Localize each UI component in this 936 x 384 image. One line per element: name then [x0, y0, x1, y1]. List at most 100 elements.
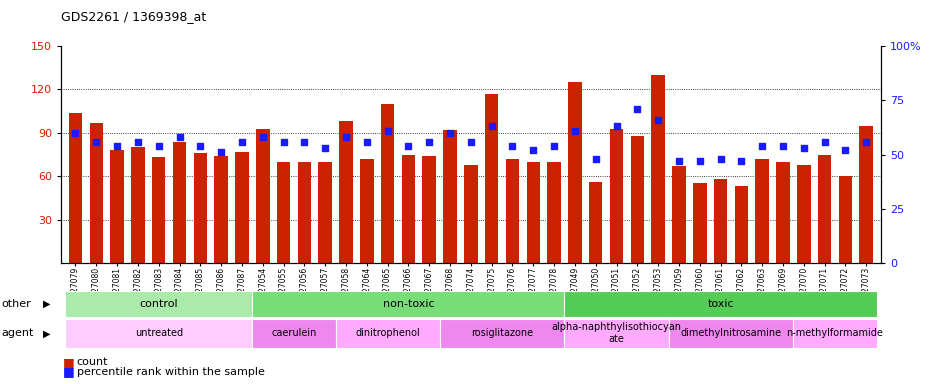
Bar: [68, 113, 82, 263]
Bar: [484, 94, 498, 263]
Bar: [172, 142, 186, 263]
Bar: [194, 153, 207, 263]
Point: [629, 106, 644, 112]
Text: non-toxic: non-toxic: [382, 299, 433, 309]
Bar: [858, 126, 872, 263]
Bar: [526, 162, 539, 263]
Bar: [131, 147, 144, 263]
Text: ■: ■: [63, 356, 75, 369]
Text: dimethylnitrosamine: dimethylnitrosamine: [680, 328, 781, 338]
Bar: [439, 319, 563, 348]
Point: [276, 139, 291, 145]
Point: [213, 149, 228, 156]
Bar: [276, 162, 290, 263]
Point: [712, 156, 727, 162]
Bar: [817, 155, 830, 263]
Bar: [838, 176, 851, 263]
Point: [193, 143, 208, 149]
Point: [484, 123, 499, 129]
Bar: [651, 75, 665, 263]
Bar: [547, 162, 561, 263]
Text: untreated: untreated: [135, 328, 183, 338]
Bar: [671, 166, 685, 263]
Bar: [422, 156, 435, 263]
Bar: [754, 159, 768, 263]
Text: ▶: ▶: [43, 328, 51, 338]
Point: [816, 139, 831, 145]
Point: [110, 143, 124, 149]
Point: [857, 139, 872, 145]
Bar: [359, 159, 373, 263]
Point: [151, 143, 166, 149]
Point: [588, 156, 603, 162]
Bar: [380, 104, 394, 263]
Point: [775, 143, 790, 149]
Bar: [443, 130, 457, 263]
Bar: [65, 291, 252, 317]
Point: [255, 134, 270, 140]
Text: ■: ■: [63, 365, 75, 378]
Bar: [252, 291, 563, 317]
Bar: [505, 159, 519, 263]
Point: [338, 134, 353, 140]
Point: [130, 139, 145, 145]
Bar: [214, 156, 227, 263]
Text: percentile rank within the sample: percentile rank within the sample: [77, 367, 265, 377]
Bar: [90, 123, 103, 263]
Bar: [797, 165, 810, 263]
Text: GDS2261 / 1369398_at: GDS2261 / 1369398_at: [61, 10, 206, 23]
Point: [421, 139, 436, 145]
Bar: [318, 162, 331, 263]
Bar: [775, 162, 789, 263]
Point: [567, 127, 582, 134]
Point: [68, 130, 83, 136]
Point: [692, 158, 707, 164]
Bar: [110, 150, 124, 263]
Point: [505, 143, 519, 149]
Text: alpha-naphthylisothiocyan
ate: alpha-naphthylisothiocyan ate: [551, 322, 680, 344]
Point: [401, 143, 416, 149]
Point: [380, 127, 395, 134]
Text: dinitrophenol: dinitrophenol: [355, 328, 419, 338]
Bar: [734, 186, 747, 263]
Point: [89, 139, 104, 145]
Bar: [693, 184, 706, 263]
Point: [358, 139, 373, 145]
Point: [546, 143, 561, 149]
Point: [172, 134, 187, 140]
Text: n-methylformamide: n-methylformamide: [785, 328, 883, 338]
Bar: [589, 182, 602, 263]
Text: count: count: [77, 357, 109, 367]
Bar: [298, 162, 311, 263]
Bar: [563, 291, 876, 317]
Text: ▶: ▶: [43, 299, 51, 309]
Text: other: other: [2, 299, 32, 309]
Bar: [463, 165, 477, 263]
Bar: [65, 319, 252, 348]
Point: [234, 139, 249, 145]
Bar: [335, 319, 439, 348]
Bar: [402, 155, 415, 263]
Text: rosiglitazone: rosiglitazone: [471, 328, 533, 338]
Point: [608, 123, 623, 129]
Bar: [793, 319, 876, 348]
Point: [650, 117, 665, 123]
Point: [442, 130, 457, 136]
Text: agent: agent: [2, 328, 35, 338]
Bar: [567, 82, 581, 263]
Bar: [713, 179, 726, 263]
Text: control: control: [139, 299, 178, 309]
Text: toxic: toxic: [707, 299, 733, 309]
Point: [837, 147, 852, 153]
Bar: [667, 319, 793, 348]
Point: [796, 145, 811, 151]
Point: [733, 158, 748, 164]
Point: [462, 139, 477, 145]
Bar: [630, 136, 643, 263]
Point: [317, 145, 332, 151]
Point: [297, 139, 312, 145]
Bar: [609, 129, 622, 263]
Bar: [235, 152, 248, 263]
Bar: [563, 319, 667, 348]
Point: [753, 143, 768, 149]
